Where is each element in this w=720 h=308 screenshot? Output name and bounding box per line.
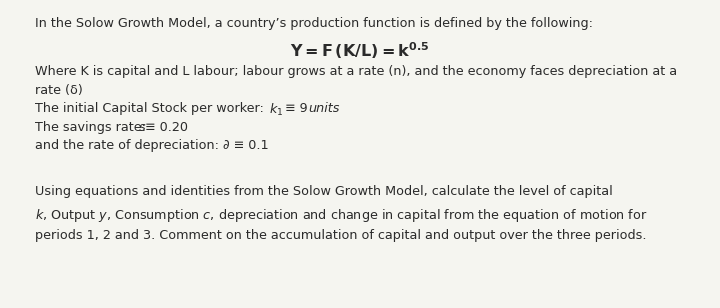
Text: The initial Capital Stock per worker:: The initial Capital Stock per worker: bbox=[35, 102, 267, 115]
Text: ≡ 0.20: ≡ 0.20 bbox=[145, 121, 189, 134]
Text: Where K is capital and L labour; labour grows at a rate (n), and the economy fac: Where K is capital and L labour; labour … bbox=[35, 65, 677, 78]
Text: $s$: $s$ bbox=[138, 121, 147, 134]
Text: In the Solow Growth Model, a country’s production function is defined by the fol: In the Solow Growth Model, a country’s p… bbox=[35, 17, 593, 30]
Text: Using equations and identities from the Solow Growth Model, calculate the level : Using equations and identities from the … bbox=[35, 185, 612, 198]
Text: $k$, Output $y$, Consumption $c$, depreciation and change in capital from the eq: $k$, Output $y$, Consumption $c$, deprec… bbox=[35, 207, 647, 224]
Text: ≡ 9: ≡ 9 bbox=[285, 102, 312, 115]
Text: rate (δ): rate (δ) bbox=[35, 84, 82, 97]
Text: and the rate of depreciation: ∂ ≡ 0.1: and the rate of depreciation: ∂ ≡ 0.1 bbox=[35, 139, 268, 152]
Text: periods 1, 2 and 3. Comment on the accumulation of capital and output over the t: periods 1, 2 and 3. Comment on the accum… bbox=[35, 229, 646, 242]
Text: $\mathbf{Y = F\,(K/L) = k^{0.5}}$: $\mathbf{Y = F\,(K/L) = k^{0.5}}$ bbox=[290, 40, 430, 61]
Text: $k_1$: $k_1$ bbox=[269, 102, 284, 118]
Text: The savings rate:: The savings rate: bbox=[35, 121, 150, 134]
Text: units: units bbox=[308, 102, 340, 115]
